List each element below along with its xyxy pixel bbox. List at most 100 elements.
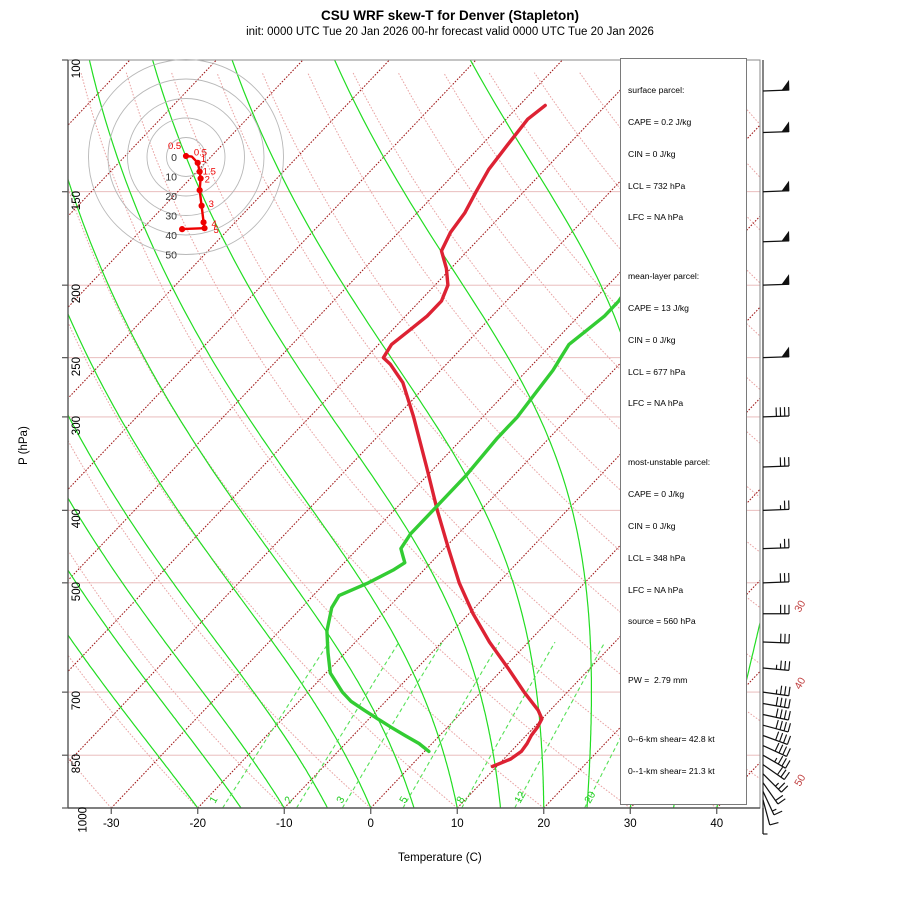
mixing-ratio-12 — [514, 641, 606, 808]
mean-layer-cin: CIN = 0 J/kg — [628, 334, 676, 345]
wind-barb-full-750 — [783, 710, 787, 720]
dry-adiabat-100 — [397, 72, 760, 499]
wind-barb-full-900 — [778, 782, 786, 790]
moist-adiabat--15 — [68, 569, 242, 808]
t-tick-label--10: -10 — [275, 818, 293, 830]
p-tick-label-850: 850 — [71, 754, 84, 774]
hodograph-ring-label-20: 20 — [165, 191, 177, 203]
hodograph-point-4 — [197, 175, 204, 182]
hodograph-point-6 — [198, 202, 205, 209]
hodograph-point-label-2: 2 — [205, 174, 210, 185]
wind-barb-full-775 — [775, 719, 779, 729]
isotherm--90 — [68, 60, 304, 308]
wind-barb-full-875 — [783, 771, 790, 780]
hodograph-ring-10 — [166, 137, 206, 177]
wind-barb-full-750 — [779, 709, 783, 719]
hodograph-point-5 — [196, 187, 203, 194]
dry-adiabat-label-30: 30 — [792, 598, 808, 614]
dry-adiabat-180 — [761, 73, 900, 272]
hodograph-point-3 — [196, 168, 203, 175]
wind-barb-full-850 — [785, 760, 791, 769]
surface-lcl: LCL = 732 hPa — [628, 180, 686, 191]
isotherm-10 — [456, 488, 760, 808]
isotherm--20 — [197, 215, 760, 808]
t-tick-label-20: 20 — [537, 818, 551, 830]
dry-adiabat-label-40: 40 — [792, 675, 808, 691]
moist-adiabat-5 — [68, 177, 415, 808]
wind-barb-half-900 — [775, 782, 780, 787]
wind-barb-full-925 — [775, 794, 784, 802]
dry-adiabat-200 — [852, 73, 900, 179]
hodograph-ring-label-50: 50 — [165, 250, 177, 262]
wind-barb-full-825 — [774, 742, 780, 752]
hodograph-point-label-0.5: 0.5 — [194, 148, 207, 159]
hodograph-ring-label-30: 30 — [165, 211, 177, 223]
t-tick-label-40: 40 — [710, 818, 724, 830]
surface-lfc: LFC = NA hPa — [628, 212, 684, 223]
isotherm--40 — [68, 60, 736, 764]
wind-barb-full-775 — [783, 721, 787, 731]
parcel-info-box: surface parcel: CAPE = 0.2 J/kg CIN = 0 … — [620, 58, 747, 805]
spacer-1 — [628, 244, 740, 250]
surface-cin: CIN = 0 J/kg — [628, 148, 676, 159]
mixing-ratio-2 — [296, 641, 400, 808]
dry-adiabat-190 — [806, 73, 900, 229]
mixing-ratio-1 — [222, 641, 330, 808]
moist-adiabat-0 — [68, 312, 372, 808]
p-tick-label-200: 200 — [71, 284, 84, 304]
dry-adiabat--10 — [68, 549, 285, 808]
hodograph-ring-20 — [146, 117, 226, 197]
wind-barb-shaft-975 — [762, 799, 771, 826]
mean-layer-lcl: LCL = 677 hPa — [628, 366, 686, 377]
wind-barb-flag-125 — [781, 121, 790, 133]
wind-barb-shaft-650 — [762, 667, 789, 671]
precipitable-water: PW = 2.79 mm — [628, 675, 688, 686]
dry-adiabat-10 — [68, 321, 458, 808]
wind-barb-shaft-875 — [762, 764, 785, 781]
wind-barb-full-775 — [787, 723, 791, 733]
wind-barb-full-700 — [784, 686, 787, 696]
spacer-4 — [628, 707, 740, 713]
spacer-2 — [628, 430, 740, 436]
dry-adiabat-label-50: 50 — [792, 772, 808, 788]
isotherm--80 — [68, 60, 390, 400]
wind-barb-full-875 — [780, 769, 787, 778]
p-tick-label-300: 300 — [71, 415, 84, 436]
wind-barb-half-700 — [775, 689, 778, 695]
isotherm--60 — [68, 60, 563, 582]
t-tick-label--30: -30 — [102, 818, 120, 830]
wind-barb-shaft-775 — [762, 724, 789, 733]
wind-barb-flag-150 — [781, 180, 790, 192]
wind-barb-full-925 — [777, 798, 786, 805]
wind-barb-half-850 — [774, 757, 778, 763]
wind-barb-shaft-500 — [762, 581, 790, 584]
wind-barb-full-825 — [778, 744, 784, 754]
dry-adiabat-80 — [307, 72, 760, 609]
mixing-ratio-3 — [341, 641, 443, 808]
p-tick-label-500: 500 — [71, 581, 84, 602]
hodograph-ring-label-40: 40 — [165, 230, 177, 242]
wind-barb-full-975 — [769, 822, 779, 826]
isotherm-30 — [629, 670, 760, 808]
p-tick-label-250: 250 — [71, 356, 84, 376]
mixing-ratio-label-20: 20 — [582, 789, 598, 805]
hodograph-ring-40 — [107, 78, 265, 236]
isotherm--50 — [68, 60, 650, 673]
hodograph-point-label-1: 1 — [201, 154, 206, 165]
t-tick-label-10: 10 — [450, 818, 464, 830]
wind-barb-flag-200 — [781, 274, 790, 285]
shear-0-6km: 0--6-km shear= 42.8 kt — [628, 734, 715, 745]
wind-barb-full-650 — [779, 660, 782, 670]
hodograph-point-2 — [194, 159, 201, 166]
wind-barb-flag-110 — [781, 79, 790, 91]
wind-barb-full-900 — [780, 785, 789, 793]
hodograph-ring-50 — [88, 59, 284, 255]
wind-barb-full-800 — [786, 735, 792, 745]
wind-barb-full-825 — [786, 748, 791, 757]
dry-adiabat--30 — [68, 756, 112, 808]
wind-barb-full-850 — [777, 755, 784, 765]
wind-barb-full-725 — [779, 697, 783, 707]
most-unstable-source: source = 560 hPa — [628, 616, 696, 627]
isotherm--10 — [283, 306, 760, 808]
